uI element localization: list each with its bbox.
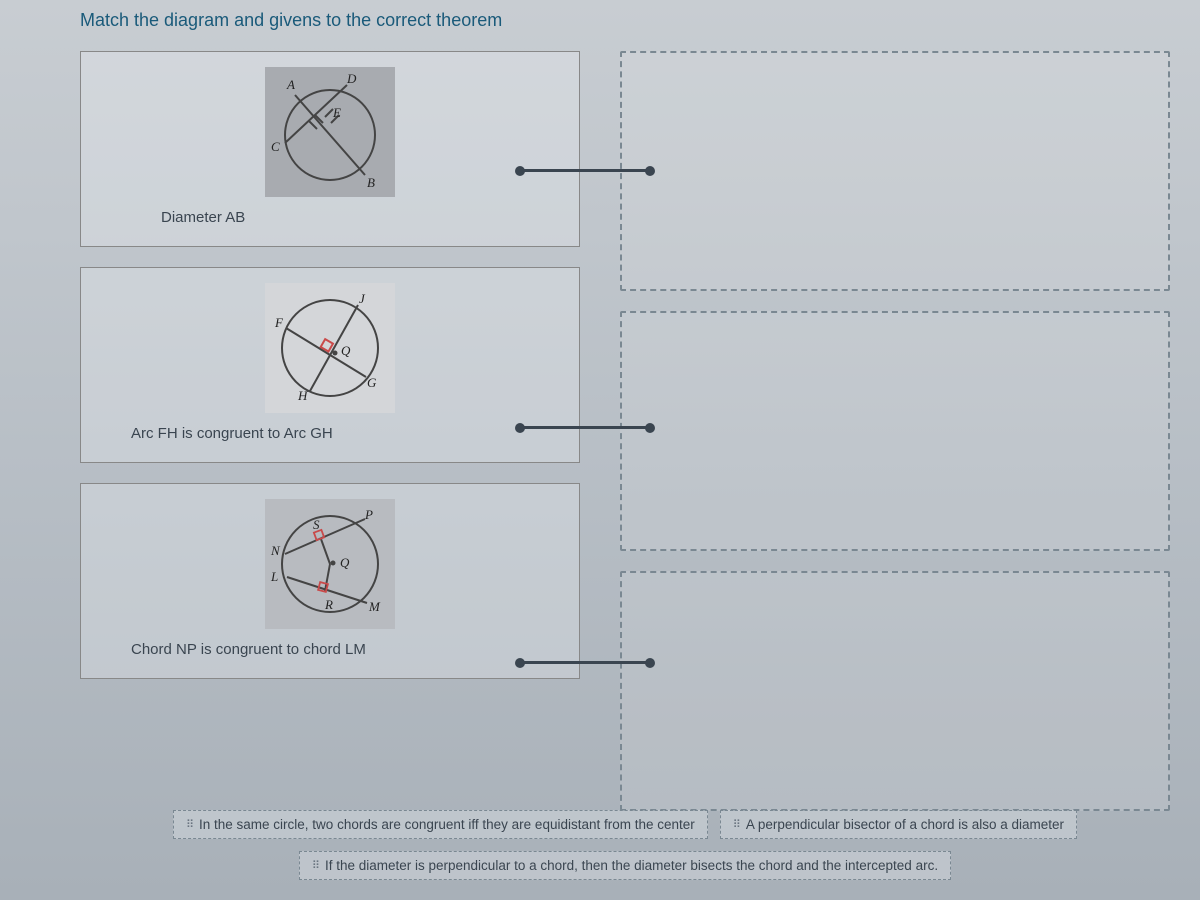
label-H: H: [298, 388, 307, 404]
grip-icon: ⠿: [186, 818, 193, 831]
label-S: S: [313, 517, 320, 533]
label-G: G: [367, 375, 376, 391]
connector-3: [520, 661, 650, 664]
card-caption-2: Arc FH is congruent to Arc GH: [101, 425, 559, 442]
card-caption-1: Diameter AB: [101, 209, 559, 226]
label-N: N: [271, 543, 280, 559]
label-M: M: [369, 599, 380, 615]
label-B: B: [367, 175, 375, 191]
label-E: E: [333, 105, 341, 121]
answer-chip-3[interactable]: ⠿ If the diameter is perpendicular to a …: [299, 851, 951, 880]
grip-icon: ⠿: [733, 818, 740, 831]
answer-chip-2[interactable]: ⠿ A perpendicular bisector of a chord is…: [720, 810, 1077, 839]
page-title: Match the diagram and givens to the corr…: [80, 10, 1170, 31]
answer-text-2: A perpendicular bisector of a chord is a…: [746, 817, 1064, 832]
answer-text-1: In the same circle, two chords are congr…: [199, 817, 695, 832]
label-Q3: Q: [340, 555, 349, 571]
label-L: L: [271, 569, 278, 585]
answers-row: ⠿ In the same circle, two chords are con…: [80, 810, 1170, 880]
label-A: A: [287, 77, 295, 93]
label-F: F: [275, 315, 283, 331]
matching-area: A B C D E Diameter AB: [80, 51, 1170, 811]
label-J: J: [359, 291, 365, 307]
drop-zone-1[interactable]: [620, 51, 1170, 291]
grip-icon: ⠿: [312, 859, 319, 872]
connector-2: [520, 426, 650, 429]
answer-chip-1[interactable]: ⠿ In the same circle, two chords are con…: [173, 810, 708, 839]
given-card-3[interactable]: L M N P R S Q Chord NP is congruent to c…: [80, 483, 580, 679]
diagram-1: A B C D E: [265, 67, 395, 197]
card-caption-3: Chord NP is congruent to chord LM: [101, 641, 559, 658]
left-column: A B C D E Diameter AB: [80, 51, 580, 811]
label-Q: Q: [341, 343, 350, 359]
connector-1: [520, 169, 650, 172]
diagram-3: L M N P R S Q: [265, 499, 395, 629]
label-D: D: [347, 71, 356, 87]
label-P: P: [365, 507, 373, 523]
right-column: [620, 51, 1170, 811]
drop-zone-3[interactable]: [620, 571, 1170, 811]
label-C: C: [271, 139, 280, 155]
diagram-2: F G H J Q: [265, 283, 395, 413]
drop-zone-2[interactable]: [620, 311, 1170, 551]
answer-text-3: If the diameter is perpendicular to a ch…: [325, 858, 938, 873]
given-card-1[interactable]: A B C D E Diameter AB: [80, 51, 580, 247]
given-card-2[interactable]: F G H J Q Arc FH is congruent to Arc GH: [80, 267, 580, 463]
label-R: R: [325, 597, 333, 613]
